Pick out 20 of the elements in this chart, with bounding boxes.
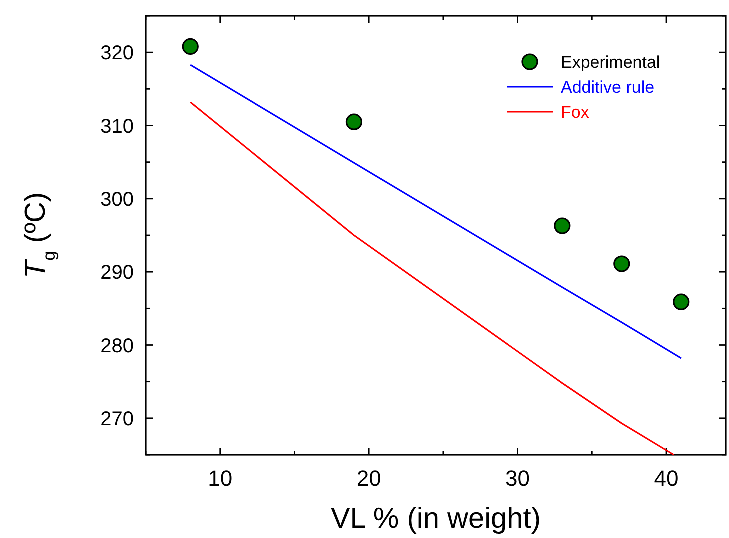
x-axis-title: VL % (in weight): [330, 503, 542, 535]
y-tick-label: 320: [100, 42, 134, 65]
x-tick-label: 20: [356, 466, 382, 491]
point: [182, 38, 199, 56]
x-tick-label: 10: [208, 466, 233, 491]
y-tick-label: 280: [100, 335, 134, 358]
legend-label: Fox: [561, 102, 590, 122]
y-tick-label: 270: [100, 408, 134, 430]
legend-label: Additive rule: [561, 78, 655, 97]
line-series: [190, 102, 675, 456]
y-tick-label: 310: [100, 116, 134, 138]
legend-label: Experimental: [561, 52, 660, 72]
x-tick-label: 40: [654, 466, 679, 491]
x-tick-label: 30: [506, 466, 530, 491]
y-tick-label: 290: [100, 262, 134, 284]
point: [346, 114, 363, 130]
point: [673, 294, 690, 310]
point: [614, 256, 630, 272]
point: [554, 218, 571, 234]
y-tick-label: 300: [100, 188, 134, 211]
